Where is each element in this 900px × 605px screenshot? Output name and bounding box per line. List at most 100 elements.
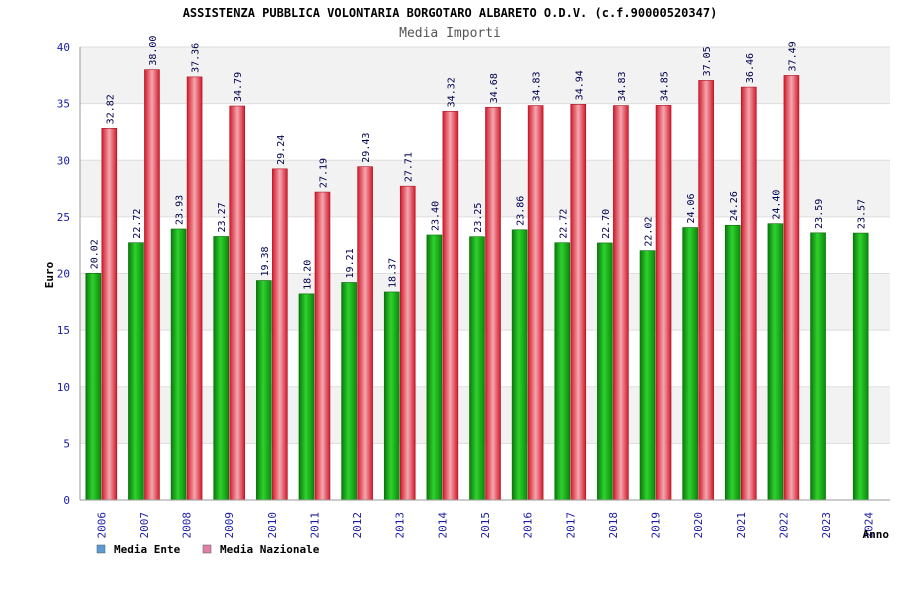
data-label: 18.20 [302, 260, 313, 290]
bar-media-ente-2014 [426, 234, 443, 501]
data-label: 22.72 [132, 209, 143, 239]
data-label: 23.93 [175, 195, 186, 225]
data-label: 34.83 [617, 71, 628, 101]
x-tick-label: 2013 [394, 512, 407, 539]
x-axis-label: Anno [863, 528, 890, 541]
bar-media-ente-2019 [639, 250, 656, 501]
data-label: 23.57 [857, 199, 868, 229]
data-label: 23.40 [430, 201, 441, 231]
data-label: 24.26 [729, 191, 740, 221]
bar-media-ente-2020 [682, 227, 698, 501]
data-label: 32.82 [105, 94, 116, 124]
x-tick-label: 2016 [522, 512, 535, 539]
x-tick-label: 2011 [308, 512, 321, 539]
bar-media-ente-2008 [170, 228, 187, 501]
bar-media-nazionale-2009 [229, 105, 246, 501]
data-label: 22.70 [601, 209, 612, 239]
data-label: 19.38 [260, 246, 271, 276]
x-tick-label: 2018 [607, 512, 620, 539]
data-label: 18.37 [388, 258, 399, 288]
data-label: 23.59 [814, 199, 825, 229]
data-label: 19.21 [345, 248, 356, 278]
bar-media-ente-2006 [85, 272, 102, 501]
bar-media-ente-2024 [852, 232, 869, 501]
y-tick-label: 20 [57, 268, 70, 281]
data-label: 23.25 [473, 203, 484, 233]
data-label: 34.94 [574, 70, 585, 100]
bar-media-nazionale-2012 [357, 166, 373, 501]
bar-media-nazionale-2017 [570, 104, 587, 501]
bar-media-ente-2023 [810, 232, 826, 501]
data-labels: 20.02 32.82 22.72 38.00 23.93 37.36 23.27 34.79… [89, 36, 867, 290]
x-axis-ticks: 2006 2007 2008 2009 2010 2011 2012 2013 2014 2015… [95, 512, 875, 539]
y-tick-label: 5 [63, 437, 70, 450]
legend-swatch-media-ente [96, 544, 106, 554]
data-label: 34.32 [446, 77, 457, 107]
bar-media-nazionale-2008 [186, 76, 203, 501]
bar-media-nazionale-2020 [698, 80, 714, 501]
x-tick-label: 2020 [692, 512, 705, 539]
y-axis-label: Euro [43, 261, 56, 288]
data-label: 23.86 [516, 196, 527, 226]
bar-media-nazionale-2007 [144, 69, 160, 501]
bar-media-nazionale-2014 [442, 111, 459, 501]
legend: Media Ente Media Nazionale [96, 543, 320, 556]
data-label: 27.19 [318, 158, 329, 188]
x-tick-label: 2017 [564, 512, 577, 539]
bar-media-ente-2010 [256, 280, 272, 501]
bar-media-nazionale-2015 [485, 106, 501, 501]
data-label: 34.79 [233, 72, 244, 102]
data-label: 27.71 [404, 152, 415, 182]
bar-media-nazionale-2011 [314, 191, 331, 501]
x-tick-label: 2007 [138, 512, 151, 539]
y-tick-label: 40 [57, 41, 70, 54]
data-label: 22.02 [644, 217, 655, 247]
bar-media-nazionale-2016 [527, 105, 544, 501]
y-axis-ticks: 0 5 10 15 20 25 30 35 40 [57, 41, 70, 507]
chart-title: ASSISTENZA PUBBLICA VOLONTARIA BORGOTARO… [183, 6, 718, 20]
data-label: 37.36 [191, 43, 202, 73]
bar-media-nazionale-2022 [783, 75, 800, 501]
bar-media-ente-2013 [383, 291, 400, 501]
x-tick-label: 2021 [735, 512, 748, 539]
legend-label-media-ente: Media Ente [114, 543, 181, 556]
bar-media-ente-2016 [511, 229, 528, 501]
bar-media-nazionale-2013 [399, 185, 416, 501]
legend-swatch-media-nazionale [202, 544, 212, 554]
legend-label-media-nazionale: Media Nazionale [220, 543, 320, 556]
data-label: 23.27 [217, 202, 228, 232]
data-label: 34.85 [660, 71, 671, 101]
data-label: 34.68 [489, 73, 500, 103]
bar-media-ente-2007 [128, 242, 144, 501]
bar-media-ente-2009 [213, 236, 230, 501]
bar-media-ente-2017 [554, 242, 571, 501]
data-label: 38.00 [148, 36, 159, 66]
bar-media-ente-2022 [767, 223, 784, 501]
bar-media-nazionale-2018 [613, 105, 629, 501]
data-label: 34.83 [532, 71, 543, 101]
y-tick-label: 30 [57, 154, 70, 167]
x-tick-label: 2014 [436, 512, 449, 539]
bar-media-ente-2021 [724, 224, 741, 501]
x-tick-label: 2023 [820, 512, 833, 539]
data-label: 29.24 [276, 135, 287, 165]
data-label: 37.49 [787, 41, 798, 71]
data-label: 24.40 [771, 190, 782, 220]
bar-media-nazionale-2006 [101, 128, 118, 501]
data-label: 29.43 [361, 133, 372, 163]
chart-subtitle: Media Importi [399, 26, 501, 41]
data-label: 22.72 [558, 209, 569, 239]
data-label: 36.46 [745, 53, 756, 83]
x-tick-label: 2015 [479, 512, 492, 539]
x-tick-label: 2012 [351, 512, 364, 539]
x-tick-label: 2019 [650, 512, 663, 539]
y-tick-label: 0 [63, 494, 70, 507]
x-tick-label: 2009 [223, 512, 236, 539]
bar-media-ente-2011 [298, 293, 315, 501]
bar-media-ente-2012 [341, 282, 357, 501]
bar-media-nazionale-2010 [272, 168, 288, 501]
bar-media-ente-2018 [597, 242, 613, 501]
x-tick-label: 2006 [95, 512, 108, 539]
